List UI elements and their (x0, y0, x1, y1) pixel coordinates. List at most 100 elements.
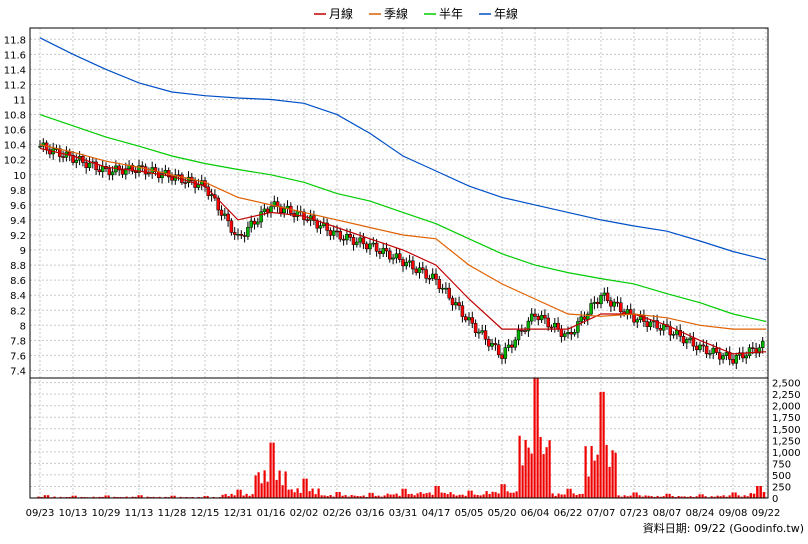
volume-bar (294, 492, 296, 498)
volume-bar (369, 493, 371, 498)
volume-bar (546, 447, 548, 498)
price-tick-label: 8 (20, 321, 26, 332)
x-tick-label: 06/22 (554, 508, 583, 519)
volume-bar (393, 494, 395, 498)
candle-body (626, 309, 629, 313)
x-tick-label: 12/31 (224, 508, 253, 519)
volume-bar (498, 493, 500, 498)
candle-body (227, 214, 230, 221)
volume-bar (612, 450, 614, 498)
candle-body (590, 303, 593, 314)
volume-bar (267, 482, 269, 498)
volume-bar (582, 494, 584, 498)
volume-bar (336, 492, 338, 498)
axes: 7.47.67.888.28.48.68.899.29.49.69.81010.… (4, 28, 801, 519)
volume-bar (531, 454, 533, 498)
volume-bar (534, 378, 536, 498)
candle-body (266, 209, 269, 212)
candle-body (256, 222, 259, 224)
candle-body (573, 332, 576, 334)
candle-body (98, 170, 101, 172)
volume-bar (276, 480, 278, 498)
volume-bar (318, 489, 320, 498)
volume-bars (34, 378, 765, 498)
candle-body (725, 352, 728, 355)
candle-body (319, 226, 322, 229)
volume-bar (441, 493, 443, 498)
volume-bar (516, 491, 518, 498)
x-tick-label: 04/17 (422, 508, 451, 519)
volume-grid (30, 383, 768, 498)
candle-body (735, 355, 738, 363)
volume-bar (633, 492, 635, 498)
candle-body (418, 268, 421, 273)
candle-body (345, 234, 348, 240)
x-tick-label: 07/23 (620, 508, 649, 519)
candle-body (718, 353, 721, 360)
price-tick-label: 7.6 (10, 351, 26, 362)
volume-bar (510, 493, 512, 498)
x-tick-label: 09/23 (26, 508, 55, 519)
x-tick-label: 07/07 (587, 508, 616, 519)
candle-body (382, 248, 385, 253)
volume-bar (543, 454, 545, 498)
x-tick-label: 09/08 (719, 508, 748, 519)
candle-body (517, 330, 520, 340)
x-tick-label: 11/13 (125, 508, 154, 519)
candle-body (507, 345, 510, 348)
candle-body (550, 327, 553, 328)
candle-body (240, 234, 243, 235)
volume-bar (312, 489, 314, 498)
candle-body (243, 235, 246, 236)
x-tick-label: 12/15 (191, 508, 220, 519)
volume-bar (495, 492, 497, 498)
volume-bar (732, 492, 734, 498)
volume-bar (735, 492, 737, 498)
candle-body (504, 348, 507, 359)
candle-body (567, 332, 570, 334)
candle-body (388, 251, 391, 259)
candle-body (458, 303, 461, 306)
candle-body (171, 177, 174, 180)
volume-bar (585, 446, 587, 498)
x-tick-label: 10/13 (59, 508, 88, 519)
volume-bar (504, 484, 506, 498)
candle-body (464, 317, 467, 320)
volume-tick-label: 2,250 (772, 390, 801, 401)
price-tick-label: 7.4 (10, 366, 26, 377)
candle-body (378, 251, 381, 253)
volume-tick-label: 1,000 (772, 448, 801, 459)
volume-bar (609, 467, 611, 498)
volume-bar (225, 494, 227, 498)
candle-body (438, 279, 441, 289)
candle-body (646, 322, 649, 327)
volume-bar (753, 494, 756, 498)
candle-body (260, 212, 263, 222)
volume-bar (450, 492, 452, 498)
volume-tick-label: 0 (772, 494, 778, 505)
candle-body (576, 321, 579, 332)
candle-body (250, 221, 253, 227)
volume-bar (264, 470, 266, 498)
source-label: 資料日期: 09/22 (Goodinfo.tw) (643, 521, 804, 535)
volume-bar (300, 493, 302, 498)
candle-body (141, 166, 144, 167)
candle-body (583, 317, 586, 320)
candle-body (408, 261, 411, 262)
candle-body (405, 262, 408, 266)
candle-body (144, 167, 147, 174)
volume-bar (279, 471, 281, 498)
candle-body (560, 329, 563, 336)
volume-tick-label: 750 (772, 459, 791, 470)
candle-body (428, 278, 431, 279)
price-tick-label: 11.6 (4, 50, 26, 61)
volume-bar (435, 486, 437, 498)
candle-body (359, 238, 362, 242)
candle-body (402, 260, 405, 266)
x-tick-label: 11/28 (158, 508, 187, 519)
candle-body (600, 295, 603, 303)
candle-body (705, 346, 708, 354)
candle-body (606, 293, 609, 301)
candle-body (491, 343, 494, 346)
candle-body (411, 261, 414, 269)
